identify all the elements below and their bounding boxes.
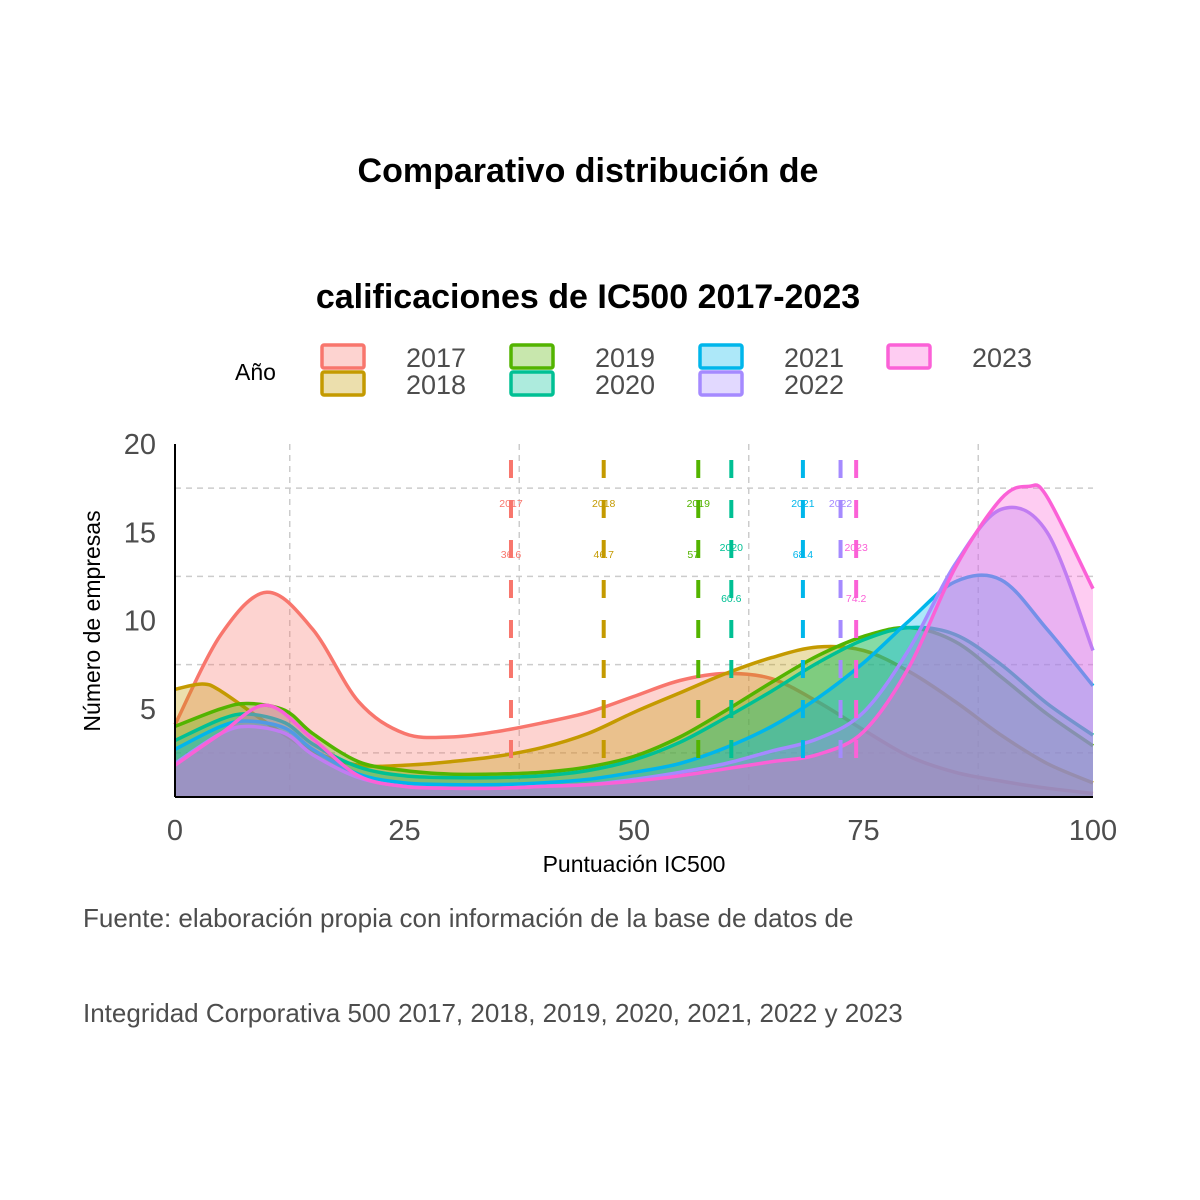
chart-title-line-1: Comparativo distribución de (358, 152, 819, 190)
legend-label-2017: 2017 (406, 343, 466, 373)
series-2017 (173, 590, 1094, 797)
legend-key-2020 (509, 370, 555, 397)
y-tick-label: 10 (124, 606, 156, 638)
density-area-2023 (175, 485, 1093, 797)
legend-label-2022: 2022 (784, 370, 844, 400)
mean-marker-2022: 2022 (829, 460, 853, 765)
legend-label-2018: 2018 (406, 370, 466, 400)
x-axis-label: Puntuación IC500 (543, 851, 726, 877)
mean-label-value-2018: 46.7 (593, 549, 614, 561)
legend-item-2019: 2019 (509, 343, 655, 373)
mean-label-value-2023: 74.2 (846, 593, 867, 605)
density-line-2020 (174, 625, 1094, 780)
x-tick-label: 0 (167, 815, 183, 847)
mean-label-year-2022: 2022 (829, 498, 853, 510)
mean-lines: 201736.6201846.7201957202060.6202168.420… (499, 460, 868, 765)
mean-label-year-2023: 2023 (844, 542, 868, 554)
density-area-2017 (175, 592, 1093, 797)
x-tick-label: 50 (618, 815, 650, 847)
mean-label-value-2017: 36.6 (501, 549, 522, 561)
mean-label-year-2019: 2019 (687, 498, 711, 510)
mean-label-value-2020: 60.6 (721, 593, 742, 605)
mean-marker-2020: 2020 60.6 (720, 460, 744, 765)
legend-label-2023: 2023 (972, 343, 1032, 373)
density-area-2021 (175, 575, 1093, 797)
chart-title-line-2: calificaciones de IC500 2017-2023 (316, 278, 860, 316)
legend-label-2021: 2021 (784, 343, 844, 373)
mean-label-year-2018: 2018 (592, 498, 616, 510)
mean-marker-2023: 2023 74.2 (844, 460, 868, 765)
x-tick-label: 25 (388, 815, 420, 847)
grid (175, 444, 1093, 797)
density-line-2017 (173, 590, 1094, 796)
density-area-2020 (175, 627, 1093, 797)
density-areas (173, 483, 1095, 797)
legend-item-2020: 2020 (509, 370, 655, 400)
y-tick-label: 20 (124, 429, 156, 461)
density-line-2019 (174, 625, 1094, 777)
mean-marker-2018: 2018 46.7 (592, 460, 616, 765)
legend-item-2022: 2022 (698, 370, 844, 400)
legend-title: Año (235, 359, 276, 385)
y-axis-label: Número de empresas (79, 510, 105, 731)
caption-line-1: Fuente: elaboración propia con informaci… (83, 903, 853, 933)
y-tick-label: 15 (124, 517, 156, 549)
series-2019 (174, 625, 1094, 797)
y-tick-label: 5 (140, 694, 156, 726)
chart-title: Comparativo distribución de calificacion… (316, 152, 860, 316)
legend-key-2019 (509, 343, 555, 370)
legend-key-2022 (698, 370, 744, 397)
mean-label-value-2019: 57 (687, 549, 699, 561)
x-tick-label: 75 (847, 815, 879, 847)
series-2023 (174, 483, 1095, 797)
mean-label-year-2017: 2017 (499, 498, 523, 510)
caption-line-2: Integridad Corporativa 500 2017, 2018, 2… (83, 998, 903, 1028)
legend-key-2017 (320, 343, 366, 370)
legend-key-2021 (698, 343, 744, 370)
legend-key-2018 (320, 370, 366, 397)
series-2020 (174, 625, 1094, 797)
mean-marker-2021: 2021 68.4 (791, 460, 815, 765)
density-area-2019 (175, 627, 1093, 797)
mean-label-year-2020: 2020 (720, 542, 744, 554)
mean-label-value-2021: 68.4 (793, 549, 814, 561)
legend-item-2023: 2023 (886, 343, 1032, 373)
legend-label-2019: 2019 (595, 343, 655, 373)
legend-key-2023 (886, 343, 932, 370)
axes: 0 25 50 75 100 5 10 15 20 (124, 429, 1117, 847)
legend-item-2021: 2021 (698, 343, 844, 373)
mean-label-year-2021: 2021 (791, 498, 815, 510)
caption: Fuente: elaboración propia con informaci… (83, 903, 903, 1028)
mean-marker-2019: 2019 57 (687, 460, 711, 765)
legend-item-2018: 2018 (320, 370, 466, 400)
legend-item-2017: 2017 (320, 343, 466, 373)
x-tick-label: 100 (1069, 815, 1117, 847)
density-area-2018 (175, 646, 1093, 797)
density-line-2023 (174, 483, 1095, 791)
mean-marker-2017: 2017 36.6 (499, 460, 523, 765)
density-area-2022 (175, 507, 1093, 797)
legend-label-2020: 2020 (595, 370, 655, 400)
